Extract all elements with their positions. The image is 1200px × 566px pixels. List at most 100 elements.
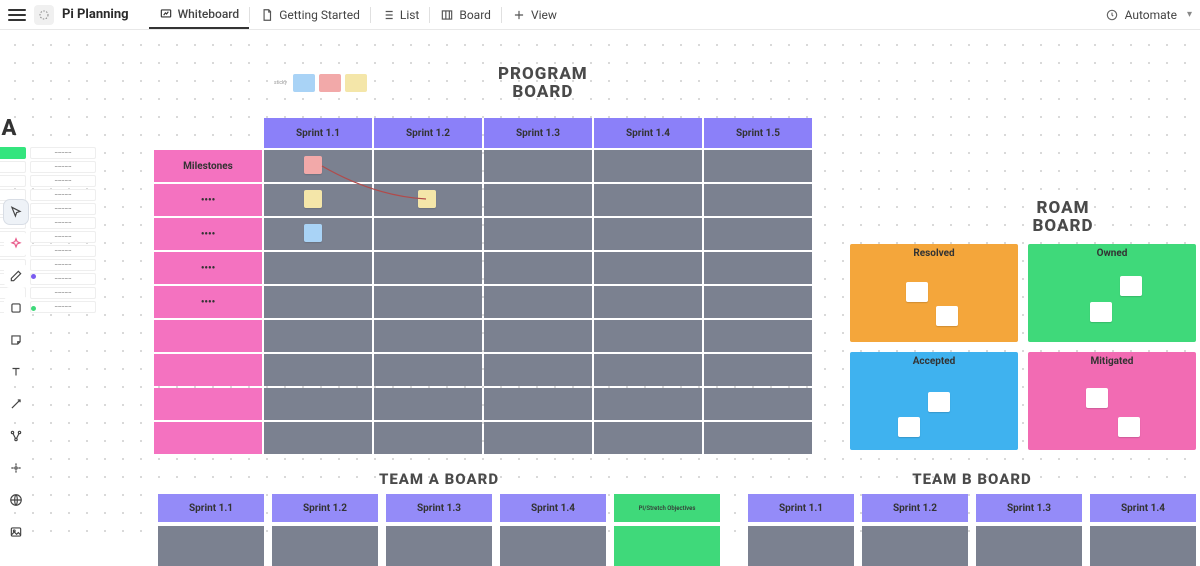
program-cell[interactable] — [704, 218, 812, 250]
agenda-cell[interactable]: ~~~~~ — [30, 245, 96, 257]
row-label[interactable] — [154, 354, 262, 386]
agenda-cell[interactable] — [0, 175, 26, 187]
team-sprint-header[interactable]: Sprint 1.3 — [386, 494, 492, 522]
agenda-cell[interactable]: ~~~~~ — [30, 273, 96, 285]
sticky-note[interactable] — [304, 190, 322, 208]
program-cell[interactable] — [374, 422, 482, 454]
agenda-cell[interactable]: ~~~~~ — [30, 175, 96, 187]
roam-cell-owned[interactable]: Owned — [1028, 244, 1196, 342]
program-cell[interactable] — [484, 150, 592, 182]
team-cell[interactable] — [386, 526, 492, 566]
tab-board[interactable]: Board — [430, 0, 501, 29]
team-sprint-header[interactable]: Sprint 1.4 — [500, 494, 606, 522]
pointer-icon[interactable] — [4, 200, 28, 224]
chevron-down-icon[interactable]: ▾ — [1187, 9, 1192, 20]
tab-view[interactable]: View — [502, 0, 567, 29]
program-cell[interactable] — [594, 184, 702, 216]
program-cell[interactable] — [484, 184, 592, 216]
tab-getting-started[interactable]: Getting Started — [250, 0, 370, 29]
diagram-icon[interactable] — [4, 424, 28, 448]
row-label[interactable]: •••• — [154, 218, 262, 250]
program-cell[interactable] — [264, 422, 372, 454]
team-objectives-header[interactable]: PI/Stretch Objectives — [614, 494, 720, 522]
sticky-note[interactable] — [418, 190, 436, 208]
program-cell[interactable] — [264, 354, 372, 386]
agenda-cell[interactable]: ~~~~~ — [30, 259, 96, 271]
menu-icon[interactable] — [8, 6, 26, 24]
agenda-cell[interactable]: ~~~~~ — [30, 287, 96, 299]
row-label[interactable] — [154, 422, 262, 454]
agenda-cell[interactable] — [0, 147, 26, 159]
workspace-icon[interactable] — [34, 5, 54, 25]
automate-button[interactable]: Automate — [1105, 8, 1177, 22]
tab-list[interactable]: List — [371, 0, 430, 29]
program-cell[interactable] — [374, 218, 482, 250]
sticky-note[interactable] — [898, 417, 920, 437]
sticky-note[interactable] — [906, 282, 928, 302]
program-cell[interactable] — [594, 354, 702, 386]
program-cell[interactable] — [484, 320, 592, 352]
program-cell[interactable] — [264, 286, 372, 318]
program-cell[interactable] — [374, 388, 482, 420]
program-cell[interactable] — [594, 218, 702, 250]
program-cell[interactable] — [704, 354, 812, 386]
team-sprint-header[interactable]: Sprint 1.1 — [158, 494, 264, 522]
program-cell[interactable] — [594, 320, 702, 352]
row-label[interactable] — [154, 320, 262, 352]
program-cell[interactable] — [264, 150, 372, 182]
team-cell[interactable] — [500, 526, 606, 566]
agenda-cell[interactable]: ~~~~~ — [30, 161, 96, 173]
row-label[interactable]: •••• — [154, 286, 262, 318]
sprint-header[interactable]: Sprint 1.4 — [594, 118, 702, 148]
sprint-header[interactable]: Sprint 1.1 — [264, 118, 372, 148]
program-cell[interactable] — [704, 252, 812, 284]
agenda-cell[interactable]: ~~~~~ — [30, 231, 96, 243]
program-cell[interactable] — [264, 184, 372, 216]
program-cell[interactable] — [264, 320, 372, 352]
agenda-cell[interactable]: ~~~~~ — [30, 189, 96, 201]
program-cell[interactable] — [704, 286, 812, 318]
program-cell[interactable] — [484, 252, 592, 284]
program-cell[interactable] — [594, 422, 702, 454]
sprint-header[interactable]: Sprint 1.2 — [374, 118, 482, 148]
sticky-note[interactable] — [1090, 302, 1112, 322]
program-cell[interactable] — [484, 286, 592, 318]
program-cell[interactable] — [374, 320, 482, 352]
roam-cell-mitigated[interactable]: Mitigated — [1028, 352, 1196, 450]
connector-icon[interactable] — [4, 392, 28, 416]
team-cell[interactable] — [748, 526, 854, 566]
sticky-note[interactable] — [1120, 276, 1142, 296]
program-cell[interactable] — [594, 252, 702, 284]
program-cell[interactable] — [704, 150, 812, 182]
sticky-note[interactable] — [304, 224, 322, 242]
sprint-header[interactable]: Sprint 1.3 — [484, 118, 592, 148]
agenda-cell[interactable]: ~~~~~ — [30, 301, 96, 313]
program-cell[interactable] — [704, 184, 812, 216]
sticky-note[interactable] — [1118, 417, 1140, 437]
program-cell[interactable] — [704, 320, 812, 352]
sprint-header[interactable]: Sprint 1.5 — [704, 118, 812, 148]
sticky-note[interactable] — [928, 392, 950, 412]
program-cell[interactable] — [594, 150, 702, 182]
image-icon[interactable] — [4, 520, 28, 544]
team-cell[interactable] — [1090, 526, 1196, 566]
program-cell[interactable] — [374, 184, 482, 216]
tab-whiteboard[interactable]: Whiteboard — [149, 0, 250, 29]
team-sprint-header[interactable]: Sprint 1.2 — [272, 494, 378, 522]
ai-icon[interactable] — [4, 232, 28, 256]
program-cell[interactable] — [594, 388, 702, 420]
sticky-icon[interactable] — [4, 328, 28, 352]
program-cell[interactable] — [594, 286, 702, 318]
text-icon[interactable] — [4, 360, 28, 384]
row-label[interactable]: •••• — [154, 184, 262, 216]
whiteboard-canvas[interactable]: NDA ~~~~~~~~~~~~~~~~~~~~~~~~~~~~~~~~~~~~… — [0, 30, 1200, 539]
program-cell[interactable] — [374, 354, 482, 386]
program-cell[interactable] — [374, 286, 482, 318]
team-sprint-header[interactable]: Sprint 1.4 — [1090, 494, 1196, 522]
agenda-cell[interactable]: ~~~~~ — [30, 147, 96, 159]
team-cell[interactable] — [614, 526, 720, 566]
program-cell[interactable] — [264, 218, 372, 250]
program-cell[interactable] — [484, 354, 592, 386]
team-sprint-header[interactable]: Sprint 1.3 — [976, 494, 1082, 522]
program-cell[interactable] — [484, 388, 592, 420]
